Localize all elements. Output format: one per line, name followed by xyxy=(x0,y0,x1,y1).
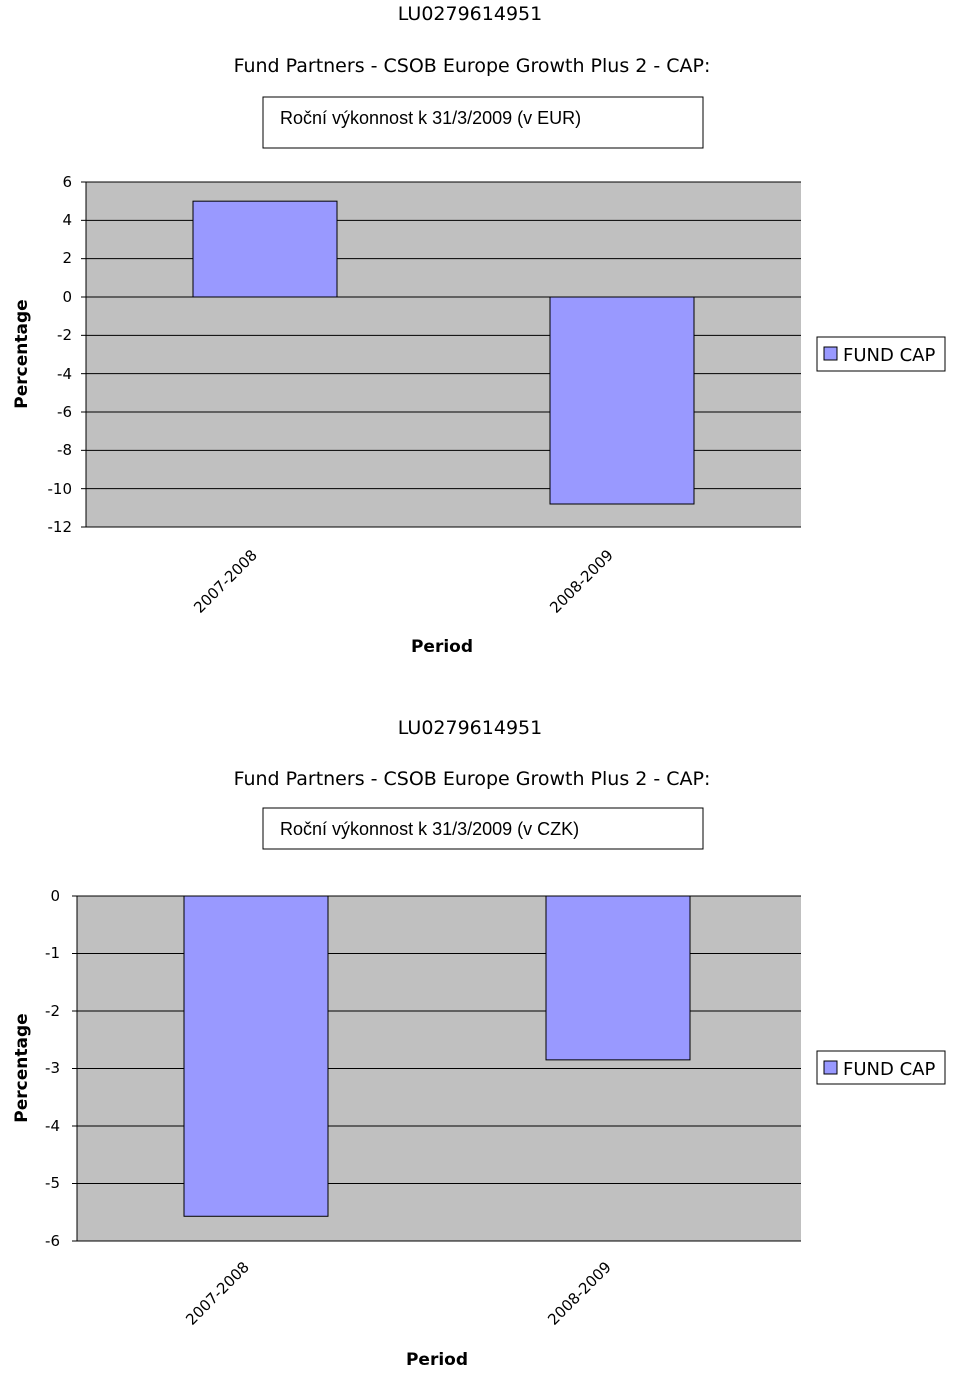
x-tick-label: 2008-2009 xyxy=(544,1258,615,1329)
chart-title: Roční výkonnost k 31/3/2009 (v EUR) xyxy=(280,108,581,128)
bar xyxy=(549,296,695,505)
legend-box xyxy=(816,1050,946,1085)
y-ticks xyxy=(72,895,77,1242)
y-tick-label: -4 xyxy=(45,1117,60,1135)
y-tick-label: -12 xyxy=(48,518,73,536)
chart-eur: LU0279614951 Fund Partners - CSOB Europe… xyxy=(12,3,946,657)
isin-code: LU0279614951 xyxy=(398,717,542,739)
y-tick-label: 6 xyxy=(62,173,72,191)
y-tick-label: -6 xyxy=(45,1232,60,1250)
y-tick-label: -6 xyxy=(57,403,72,421)
bars xyxy=(192,200,695,505)
y-tick-label: -2 xyxy=(45,1002,60,1020)
legend-label: FUND CAP xyxy=(843,1059,935,1080)
y-tick-label: -8 xyxy=(57,441,72,459)
y-ticks xyxy=(81,181,86,528)
y-tick-label: -4 xyxy=(57,365,72,383)
legend-swatch xyxy=(823,346,838,361)
legend-swatch xyxy=(823,1060,838,1075)
x-axis-title: Period xyxy=(406,1350,468,1370)
y-axis-title: Percentage xyxy=(12,1013,32,1122)
bar xyxy=(192,200,338,298)
y-tick-label: 2 xyxy=(62,249,72,267)
y-tick-label: 0 xyxy=(62,288,72,306)
legend-label: FUND CAP xyxy=(843,345,935,366)
legend-box xyxy=(816,336,946,372)
x-tick-label: 2007-2008 xyxy=(190,546,261,617)
y-tick-label: -1 xyxy=(45,944,60,962)
chart-czk: LU0279614951 Fund Partners - CSOB Europe… xyxy=(12,717,946,1370)
x-axis-title: Period xyxy=(411,637,473,657)
fund-title: Fund Partners - CSOB Europe Growth Plus … xyxy=(234,55,711,77)
y-tick-label: -5 xyxy=(45,1174,60,1192)
y-tick-label: -2 xyxy=(57,326,72,344)
y-tick-label: 0 xyxy=(50,887,60,905)
bar xyxy=(183,895,329,1217)
y-tick-label: -3 xyxy=(45,1059,60,1077)
fund-title: Fund Partners - CSOB Europe Growth Plus … xyxy=(234,768,711,790)
bar xyxy=(545,895,691,1061)
chart-title-box xyxy=(262,96,704,149)
chart-title-box xyxy=(262,807,704,850)
y-tick-label: 4 xyxy=(62,211,72,229)
legend: FUND CAP xyxy=(816,1050,946,1085)
y-axis-title: Percentage xyxy=(12,299,32,408)
x-tick-label: 2007-2008 xyxy=(182,1258,253,1329)
y-tick-label: -10 xyxy=(48,480,73,498)
isin-code: LU0279614951 xyxy=(398,3,542,25)
legend: FUND CAP xyxy=(816,336,946,372)
bars xyxy=(183,895,691,1217)
x-tick-label: 2008-2009 xyxy=(546,546,617,617)
chart-title: Roční výkonnost k 31/3/2009 (v CZK) xyxy=(280,819,579,839)
